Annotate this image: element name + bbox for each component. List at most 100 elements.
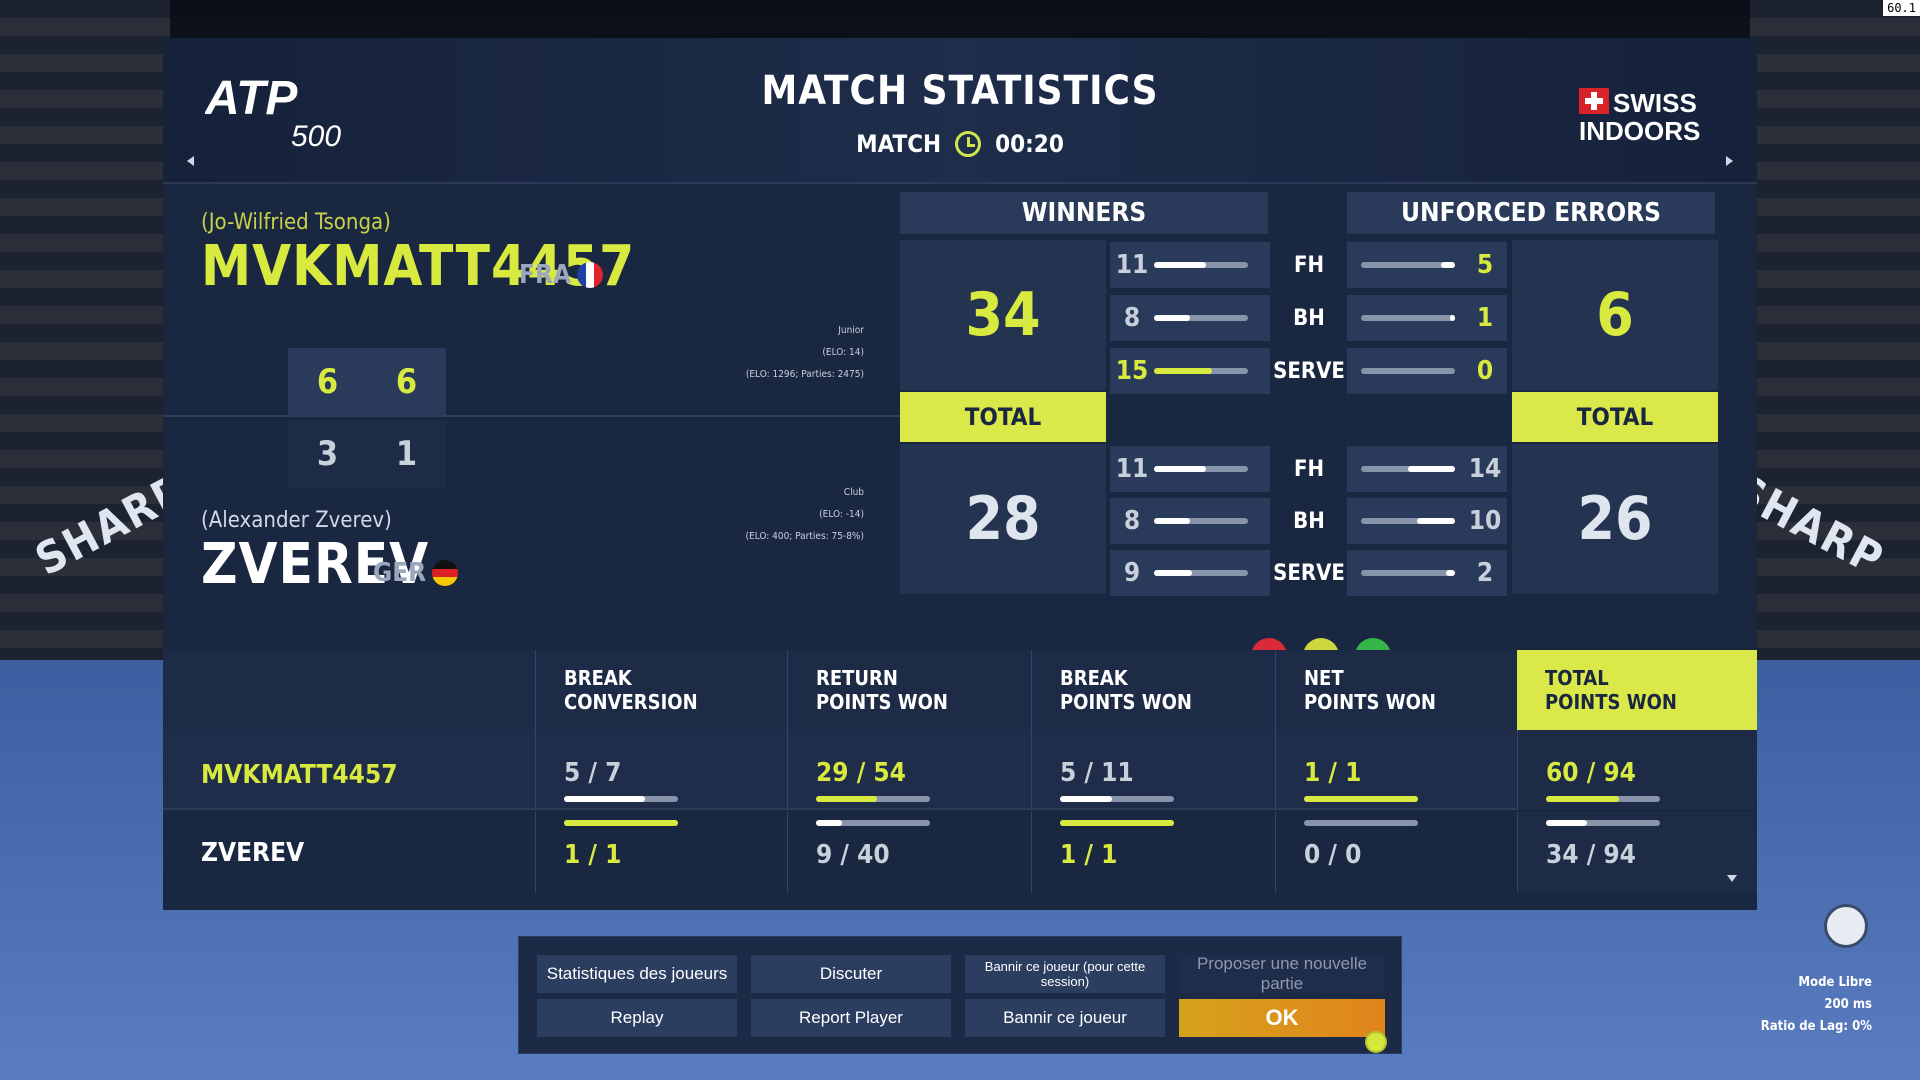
ok-button[interactable]: OK (1179, 999, 1385, 1037)
swiss-logo-line1: SWISS (1613, 88, 1697, 118)
header-break-conversion: BREAK CONVERSION (535, 650, 787, 730)
player1-rank-info: Junior (ELO: 14) (ELO: 1296; Parties: 24… (746, 320, 864, 386)
p1-errors-bh: 1 (1347, 295, 1507, 341)
winners-total-label: TOTAL (900, 392, 1106, 442)
row1-break-conversion-value: 5 / 7 (564, 758, 622, 788)
arrow-right-icon[interactable] (1726, 156, 1733, 166)
player2-name: ZVEREV (201, 532, 430, 597)
player1-rank-line1: Junior (838, 325, 864, 336)
p1-winners-bh: 8 (1110, 295, 1270, 341)
category-fh: FH (1293, 252, 1325, 278)
player-stats-button[interactable]: Statistiques des joueurs (537, 955, 737, 993)
winners-errors-block: WINNERS UNFORCED ERRORS 34 6 TOTAL TOTAL… (900, 192, 1722, 632)
header-return-points: RETURN POINTS WON (787, 650, 1031, 730)
header-net-points: NET POINTS WON (1275, 650, 1517, 730)
player2-rank-line3: (ELO: 400; Parties: 75-8%) (745, 531, 865, 542)
player1-winners-total: 34 (900, 240, 1106, 390)
row2-return-points-fill (816, 820, 842, 826)
table-row: ZVEREV 1 / 1 9 / 40 1 / 1 0 / 0 34 / 94 (163, 812, 1757, 892)
row1-net-points-bar (1304, 796, 1418, 802)
row2-net-points-bar (1304, 820, 1418, 826)
row2-break-conversion: 1 / 1 (535, 812, 787, 892)
player2-set1: 3 (288, 420, 367, 488)
scroll-down-icon[interactable] (1727, 875, 1737, 882)
p2-errors-bh-fill (1417, 518, 1455, 524)
row2-break-points: 1 / 1 (1031, 812, 1275, 892)
category-fh-p2: FH (1293, 456, 1325, 482)
arrow-left-icon[interactable] (187, 156, 194, 166)
p2-errors-fh: 14 (1347, 446, 1507, 492)
row2-break-points-value: 1 / 1 (1060, 840, 1118, 870)
p2-winners-fh-bar (1154, 466, 1248, 472)
p1-winners-serve-value: 15 (1115, 356, 1149, 386)
row1-break-conversion: 5 / 7 (535, 730, 787, 810)
points-table: BREAK CONVERSION RETURN POINTS WON BREAK… (163, 650, 1757, 910)
header-total-points-line2: POINTS WON (1545, 690, 1677, 714)
row1-break-conversion-bar (564, 796, 678, 802)
p1-winners-bh-bar (1154, 315, 1248, 321)
row2-break-conversion-bar (564, 820, 678, 826)
row1-total-points: 60 / 94 (1517, 730, 1757, 810)
propose-new-game-button[interactable]: Proposer une nouvelle partie (1179, 954, 1385, 993)
replay-button[interactable]: Replay (537, 999, 737, 1037)
p1-winners-fh-fill (1154, 262, 1206, 268)
atp-logo-text: ATP (205, 72, 298, 125)
category-bh-p2: BH (1293, 508, 1325, 534)
player1-real-name: (Jo-Wilfried Tsonga) (201, 210, 391, 235)
p2-winners-fh-value: 11 (1115, 454, 1149, 484)
p2-winners-serve-bar (1154, 570, 1248, 576)
header-total-points: TOTAL POINTS WON (1517, 650, 1757, 730)
table-row: MVKMATT4457 5 / 7 29 / 54 5 / 11 1 / 1 6… (163, 730, 1757, 810)
player2-rank-line2: (ELO: -14) (819, 509, 864, 520)
p1-errors-bh-value: 1 (1476, 303, 1494, 333)
player1-name: MVKMATT4457 (201, 234, 636, 299)
report-player-button[interactable]: Report Player (751, 999, 951, 1037)
france-flag-icon (577, 262, 604, 288)
p1-winners-fh-value: 11 (1115, 250, 1149, 280)
p2-winners-bh: 8 (1110, 498, 1270, 544)
row2-net-points: 0 / 0 (1275, 812, 1517, 892)
p2-winners-bh-bar (1154, 518, 1248, 524)
ban-session-button[interactable]: Bannir ce joueur (pour cette session) (965, 955, 1165, 993)
p2-errors-fh-value: 14 (1468, 454, 1502, 484)
row2-player-name: ZVEREV (201, 838, 305, 868)
player1-country: FRA (519, 260, 604, 290)
player1-set2: 6 (367, 348, 446, 416)
row1-break-points-value: 5 / 11 (1060, 758, 1134, 788)
row2-total-points-fill (1546, 820, 1588, 826)
p2-errors-serve-fill (1445, 570, 1455, 576)
header-return-points-line1: RETURN (816, 666, 898, 690)
row1-net-points-value: 1 / 1 (1304, 758, 1362, 788)
atp-500-logo: ATP 500 (205, 72, 341, 152)
chat-button[interactable]: Discuter (751, 955, 951, 993)
ping: 200 ms (1824, 997, 1872, 1012)
germany-flag-icon (432, 560, 459, 586)
row1-total-points-fill (1546, 796, 1619, 802)
row1-player-name: MVKMATT4457 (201, 760, 398, 790)
row2-break-points-fill (1060, 820, 1174, 826)
player2-rank-info: Club (ELO: -14) (ELO: 400; Parties: 75-8… (746, 482, 865, 548)
p2-winners-fh: 11 (1110, 446, 1270, 492)
category-bh: BH (1293, 305, 1325, 331)
p2-errors-bh-bar (1361, 518, 1455, 524)
player-divider (163, 415, 913, 417)
p2-winners-serve: 9 (1110, 550, 1270, 596)
header-total-points-line1: TOTAL (1545, 666, 1609, 690)
player2-real-name: (Alexander Zverev) (201, 508, 392, 533)
p2-winners-serve-value: 9 (1123, 558, 1141, 588)
row2-total-points-value: 34 / 94 (1546, 840, 1636, 870)
row2-return-points-value: 9 / 40 (816, 840, 890, 870)
row1-return-points-value: 29 / 54 (816, 758, 906, 788)
p1-errors-fh-bar (1361, 262, 1455, 268)
avatar[interactable] (1824, 904, 1868, 948)
tennis-ball-icon (1365, 1031, 1387, 1053)
ban-player-button[interactable]: Bannir ce joueur (965, 999, 1165, 1037)
player1-errors-total: 6 (1512, 240, 1718, 390)
player2-country: GER (373, 558, 459, 588)
row2-net-points-value: 0 / 0 (1304, 840, 1362, 870)
header-net-points-line1: NET (1304, 666, 1344, 690)
p2-errors-serve: 2 (1347, 550, 1507, 596)
p2-winners-bh-fill (1154, 518, 1190, 524)
player2-country-code: GER (373, 558, 427, 588)
match-label: MATCH (856, 130, 942, 158)
